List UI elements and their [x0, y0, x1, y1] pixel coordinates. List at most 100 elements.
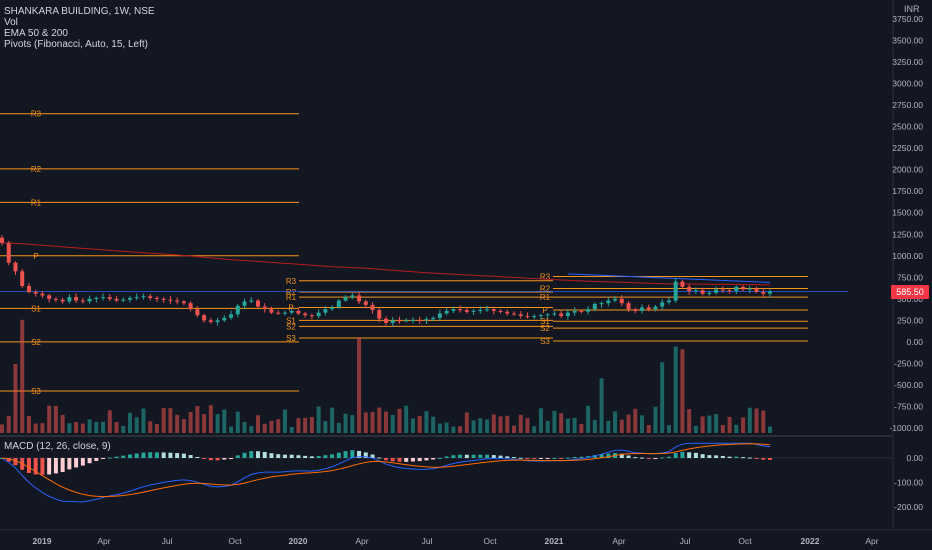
- pivot-label: R1: [540, 293, 551, 302]
- price-tick-label: 2500.00: [892, 122, 923, 132]
- pivots-legend[interactable]: Pivots (Fibonacci, Auto, 15, Left): [4, 39, 148, 50]
- candle-body: [741, 286, 746, 290]
- macd-histogram-bar: [107, 457, 112, 459]
- time-tick-label: Oct: [228, 536, 242, 546]
- macd-histogram-bar: [592, 455, 597, 458]
- candle-body: [303, 313, 308, 316]
- volume-bar: [687, 409, 692, 433]
- macd-histogram-bar: [242, 452, 247, 458]
- macd-histogram-bar: [134, 453, 139, 458]
- candle-body: [592, 304, 597, 310]
- candle-body: [619, 298, 624, 304]
- candle-body: [134, 297, 139, 299]
- volume-bar: [114, 422, 119, 433]
- candle-body: [471, 310, 476, 312]
- candle-body: [74, 297, 79, 301]
- price-tick-label: -500.00: [894, 380, 923, 390]
- candle-body: [175, 300, 180, 302]
- macd-histogram-bar: [512, 457, 516, 459]
- candle-body: [222, 317, 227, 321]
- volume-bar: [417, 415, 422, 433]
- pivot-label: S1: [286, 316, 296, 325]
- symbol-title[interactable]: SHANKARA BUILDING, 1W, NSE: [4, 6, 155, 17]
- candle-body: [141, 296, 146, 298]
- macd-histogram-bar: [74, 458, 79, 468]
- volume-bar: [714, 414, 719, 433]
- volume-bar: [370, 412, 375, 433]
- candle-body: [235, 305, 240, 315]
- time-tick-label: 2020: [289, 536, 308, 546]
- pivot-label: R3: [286, 277, 297, 286]
- macd-histogram-bar: [518, 457, 523, 459]
- candle-body: [640, 307, 644, 311]
- volume-bar: [195, 405, 200, 433]
- candle-body: [282, 312, 287, 314]
- candle-body: [87, 298, 92, 302]
- volume-bar: [404, 405, 409, 433]
- candle-body: [734, 286, 739, 292]
- macd-histogram-bar: [761, 458, 766, 460]
- candle-body: [53, 298, 58, 300]
- volume-bar: [363, 412, 368, 433]
- volume-bar: [0, 424, 4, 433]
- price-tick-label: 3500.00: [892, 36, 923, 46]
- macd-histogram-bar: [498, 455, 503, 458]
- macd-histogram-bar: [727, 456, 732, 458]
- macd-histogram-bar: [431, 458, 436, 460]
- volume-bar: [208, 405, 213, 433]
- volume-bar: [316, 406, 321, 433]
- macd-histogram-bar: [289, 454, 294, 458]
- macd-histogram-bar: [296, 455, 301, 458]
- volume-bar: [6, 415, 11, 433]
- macd-histogram-bar: [47, 458, 52, 475]
- candle-body: [545, 314, 550, 316]
- macd-histogram-bar: [148, 452, 153, 458]
- candle-body: [40, 293, 45, 296]
- volume-bar: [175, 414, 180, 433]
- candle-body: [80, 300, 85, 302]
- candle-body: [768, 291, 772, 294]
- candle-body: [202, 315, 207, 321]
- time-tick-label: 2021: [545, 536, 564, 546]
- time-tick-label: Oct: [738, 536, 752, 546]
- price-tick-label: 3000.00: [892, 79, 923, 89]
- price-tick-label: 1250.00: [892, 229, 923, 239]
- pivot-label: P: [33, 252, 38, 261]
- time-tick-label: Apr: [612, 536, 625, 546]
- candle-body: [424, 319, 429, 321]
- volume-bar: [498, 416, 503, 433]
- vol-legend[interactable]: Vol: [4, 17, 18, 28]
- volume-bar: [451, 426, 456, 433]
- candle-body: [60, 299, 65, 302]
- candle-body: [336, 300, 341, 308]
- macd-pane: [0, 442, 893, 503]
- volume-bar: [296, 418, 301, 433]
- macd-tick-label: -100.00: [894, 478, 923, 488]
- macd-histogram-bar: [525, 458, 530, 459]
- pivot-label: R2: [286, 288, 297, 297]
- ema-legend[interactable]: EMA 50 & 200: [4, 28, 68, 39]
- candle-body: [707, 292, 712, 294]
- candle-body: [761, 291, 766, 294]
- candle-body: [680, 281, 685, 287]
- macd-histogram-bar: [579, 456, 584, 458]
- macd-histogram-bar: [330, 454, 335, 458]
- macd-histogram-bar: [451, 455, 456, 458]
- macd-histogram-bar: [720, 455, 725, 458]
- macd-histogram-bar: [491, 455, 496, 458]
- volume-bar: [20, 319, 25, 433]
- candle-body: [512, 313, 516, 315]
- volume-bar: [40, 423, 45, 433]
- macd-legend[interactable]: MACD (12, 26, close, 9): [4, 441, 111, 452]
- macd-histogram-bar: [256, 451, 260, 458]
- candle-body: [128, 297, 132, 300]
- candle-body: [613, 298, 618, 301]
- price-tick-label: 3750.00: [892, 14, 923, 24]
- candle-body: [309, 315, 314, 317]
- volume-bar: [323, 421, 328, 433]
- macd-histogram-bar: [586, 456, 591, 458]
- macd-histogram-bar: [754, 458, 759, 459]
- pivot-label: S3: [31, 387, 41, 396]
- volume-bar: [518, 414, 523, 433]
